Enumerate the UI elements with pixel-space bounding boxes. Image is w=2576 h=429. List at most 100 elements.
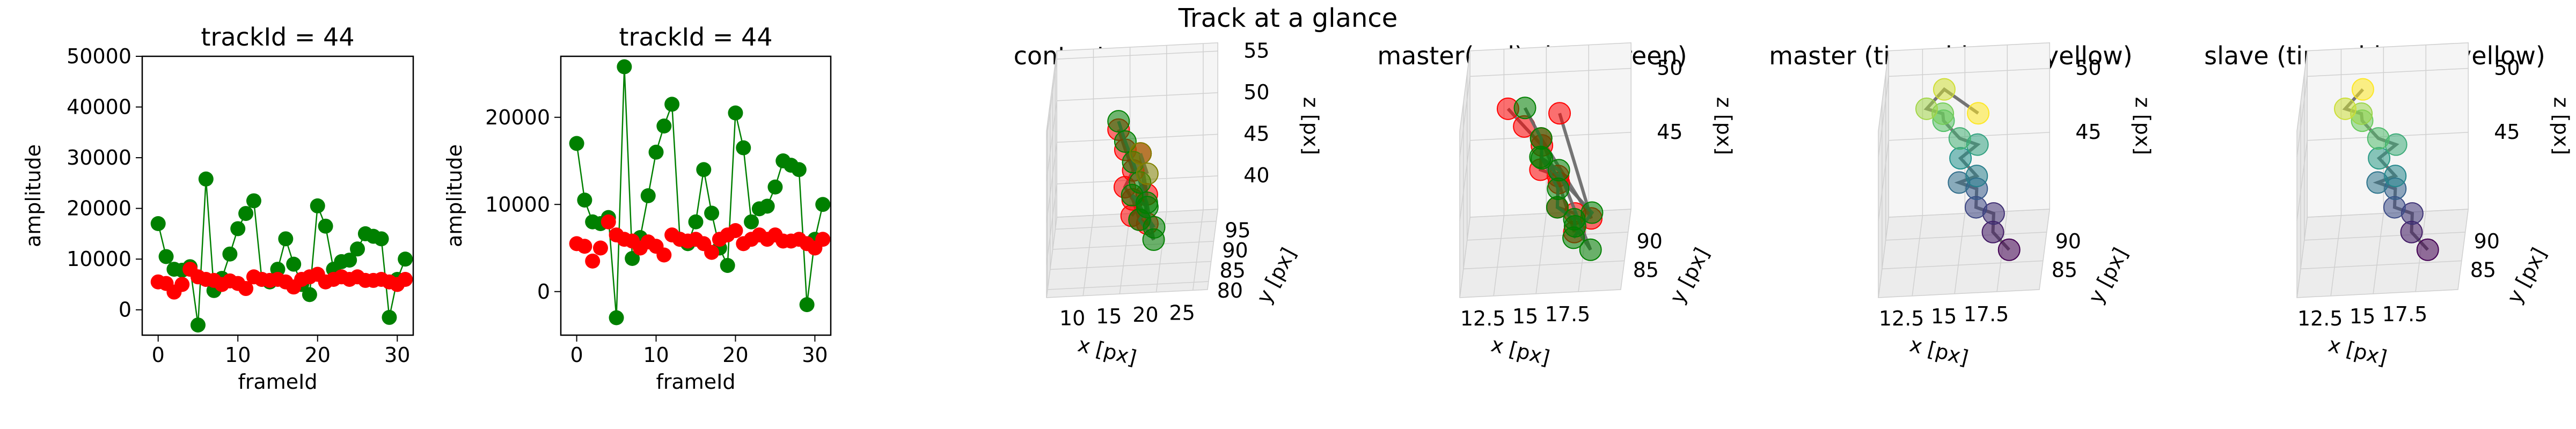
panels: trackId = 44 0 10 20 30 0 10000 20000 30000 40000… bbox=[21, 23, 2573, 394]
data-point bbox=[609, 310, 624, 326]
z-tick-label: 50 bbox=[1243, 80, 1269, 104]
data-point bbox=[174, 277, 190, 292]
data-point bbox=[569, 136, 584, 151]
series-3 bbox=[1129, 142, 1159, 186]
data-point bbox=[704, 205, 720, 221]
grid-line bbox=[1082, 49, 1094, 296]
series-red bbox=[569, 214, 831, 269]
y-axis-label: y [px] bbox=[1665, 244, 1714, 308]
x-tick-label: 15 bbox=[1512, 305, 1538, 328]
data-point bbox=[656, 119, 672, 134]
plot-frame bbox=[560, 55, 832, 336]
data-point bbox=[1562, 226, 1585, 249]
y-tick-label: 0 bbox=[119, 298, 131, 322]
data-point bbox=[310, 198, 325, 213]
data-point bbox=[238, 206, 254, 221]
data-point bbox=[728, 105, 743, 121]
data-point bbox=[2416, 238, 2439, 261]
x-tick-label: 20 bbox=[722, 343, 748, 367]
data-point bbox=[1965, 165, 1988, 188]
data-point bbox=[728, 223, 743, 238]
z-tick-label: 50 bbox=[1657, 56, 1682, 79]
x-tick-label: 25 bbox=[1169, 301, 1195, 324]
y-tick-label: 10000 bbox=[485, 193, 550, 216]
z-tick-label: 45 bbox=[2075, 120, 2101, 144]
data-point bbox=[238, 281, 254, 297]
series-line bbox=[576, 66, 824, 318]
data-point bbox=[1129, 142, 1152, 165]
x-axis-label: x [px] bbox=[2326, 332, 2389, 370]
grid-line bbox=[1459, 132, 1631, 221]
data-point bbox=[1513, 97, 1536, 120]
series-1 bbox=[2333, 78, 2439, 261]
data-point bbox=[382, 309, 397, 325]
data-point bbox=[1546, 196, 1569, 219]
grid-line bbox=[1047, 123, 1209, 290]
y-tick-label: 80 bbox=[1217, 279, 1243, 302]
data-point bbox=[190, 317, 206, 333]
z-tick-label: 45 bbox=[1657, 120, 1682, 144]
y-tick-label: 20000 bbox=[485, 106, 550, 129]
grid-line bbox=[2373, 47, 2384, 294]
x-tick-label: 12.5 bbox=[1460, 307, 1506, 330]
x-tick-label: 12.5 bbox=[1879, 307, 1924, 330]
grid-line bbox=[2415, 45, 2427, 292]
grid-line bbox=[1046, 50, 1218, 140]
y-axis-label: y [px] bbox=[1252, 244, 1301, 308]
data-point bbox=[2333, 97, 2357, 120]
data-point bbox=[577, 239, 592, 254]
x-axis-label: frameId bbox=[238, 370, 317, 394]
data-point bbox=[1143, 216, 1166, 239]
data-point bbox=[744, 214, 759, 230]
data-point bbox=[767, 179, 783, 195]
grid-line bbox=[2296, 68, 2469, 157]
data-point bbox=[592, 240, 608, 256]
data-point bbox=[2384, 165, 2407, 188]
grid-line bbox=[1459, 68, 1631, 157]
data-point bbox=[158, 249, 174, 264]
data-point bbox=[799, 297, 815, 313]
y-tick-label: 85 bbox=[1633, 258, 1659, 282]
data-point bbox=[1136, 196, 1159, 219]
data-point bbox=[577, 193, 592, 208]
z-tick-label: 45 bbox=[2494, 120, 2520, 144]
data-point bbox=[1579, 238, 1602, 261]
grid-line bbox=[1882, 102, 2043, 270]
z-tick-label: 40 bbox=[1243, 164, 1269, 187]
y-tick-label: 90 bbox=[2055, 230, 2081, 253]
3d-panel-4: slave (time: blue -> yellow)12.51517.585… bbox=[2204, 41, 2573, 370]
y-tick-label: 90 bbox=[2474, 230, 2500, 253]
data-point bbox=[640, 188, 656, 203]
y-tick-label: 90 bbox=[1222, 239, 1248, 262]
x-tick-label: 30 bbox=[802, 343, 828, 367]
z-tick-label: 55 bbox=[1243, 39, 1269, 62]
series-line bbox=[157, 179, 406, 326]
series-red bbox=[150, 262, 413, 300]
y-tick-label: 0 bbox=[537, 280, 550, 304]
data-point bbox=[617, 59, 632, 75]
data-point bbox=[759, 198, 775, 214]
grid-line bbox=[1535, 47, 1547, 294]
x-tick-label: 0 bbox=[152, 343, 165, 367]
y-tick-label: 85 bbox=[2052, 258, 2077, 282]
x-tick-label: 15 bbox=[1931, 305, 1957, 328]
data-point bbox=[230, 221, 246, 236]
x-axis-label: x [px] bbox=[1907, 332, 1971, 370]
data-point bbox=[1948, 127, 1971, 150]
grid-line bbox=[1046, 175, 1218, 265]
x-tick-label: 17.5 bbox=[1545, 302, 1591, 326]
x-tick-label: 20 bbox=[305, 343, 331, 367]
y-tick-label: 20000 bbox=[67, 197, 131, 220]
y-tick-label: 40000 bbox=[67, 95, 131, 119]
data-point bbox=[1136, 162, 1159, 186]
data-point bbox=[704, 245, 720, 260]
grid-line bbox=[2300, 102, 2462, 270]
x-axis-label: x [px] bbox=[1489, 332, 1552, 370]
data-point bbox=[815, 232, 831, 247]
data-point bbox=[664, 97, 680, 112]
panel-title: trackId = 44 bbox=[619, 23, 772, 51]
data-point bbox=[815, 197, 831, 212]
y-tick-label: 50000 bbox=[67, 45, 131, 68]
y-axis-label: amplitude bbox=[21, 144, 45, 247]
